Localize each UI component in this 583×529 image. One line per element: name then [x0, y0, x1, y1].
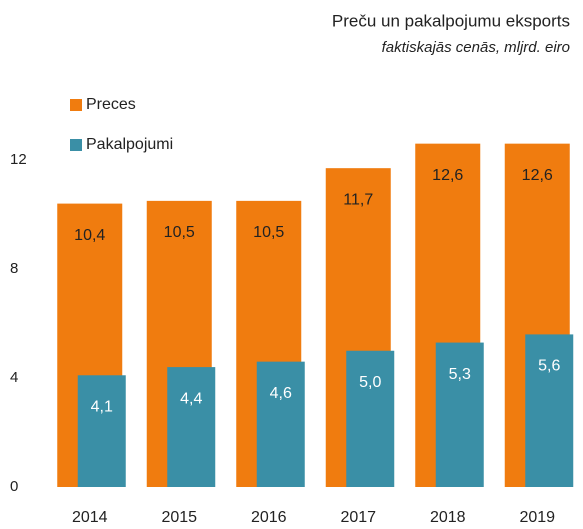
x-tick-label: 2016	[251, 509, 287, 526]
value-label: 10,4	[74, 227, 105, 244]
y-tick-label: 8	[10, 260, 18, 277]
value-label: 10,5	[164, 224, 195, 241]
bar	[435, 342, 484, 487]
bar	[256, 361, 305, 487]
chart-subtitle: faktiskajās cenās, mljrd. eiro	[382, 39, 570, 56]
value-label: 4,4	[180, 390, 202, 407]
y-tick-label: 12	[10, 151, 27, 168]
value-label: 12,6	[432, 167, 463, 184]
chart-title: Preču un pakalpojumu eksports	[332, 11, 570, 30]
x-tick-label: 2015	[161, 509, 197, 526]
x-tick-label: 2019	[519, 509, 555, 526]
legend-swatch	[70, 139, 82, 151]
bar	[346, 350, 395, 487]
x-tick-label: 2018	[430, 509, 466, 526]
value-label: 11,7	[343, 191, 373, 208]
legend-label: Preces	[86, 96, 136, 113]
value-label: 5,0	[359, 374, 381, 391]
value-label: 4,6	[270, 385, 292, 402]
x-tick-label: 2014	[72, 509, 108, 526]
x-tick-label: 2017	[340, 509, 376, 526]
bar	[525, 334, 574, 487]
value-label: 10,5	[253, 224, 284, 241]
value-label: 5,6	[538, 358, 560, 375]
legend-label: Pakalpojumi	[86, 136, 173, 153]
y-tick-label: 0	[10, 478, 18, 495]
bar	[77, 375, 126, 487]
legend-swatch	[70, 99, 82, 111]
value-label: 5,3	[449, 366, 471, 383]
value-label: 4,1	[91, 398, 113, 415]
bar	[167, 367, 216, 487]
value-label: 12,6	[522, 167, 553, 184]
y-tick-label: 4	[10, 369, 18, 386]
